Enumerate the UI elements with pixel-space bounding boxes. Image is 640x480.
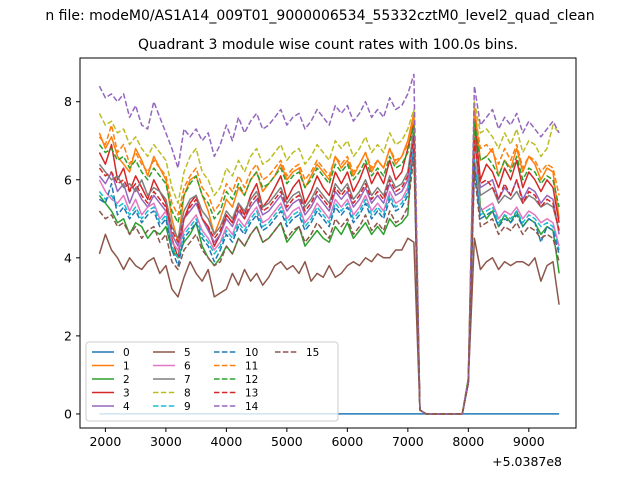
legend-label-8: 8 — [184, 388, 191, 400]
legend-label-4: 4 — [123, 401, 130, 413]
x-tick-label: 8000 — [452, 434, 484, 449]
series-line-12 — [98, 120, 560, 415]
legend-label-15: 15 — [306, 347, 319, 359]
legend-label-6: 6 — [184, 361, 191, 373]
legend-label-11: 11 — [245, 361, 258, 373]
y-tick-label: 6 — [64, 172, 72, 187]
series-line-11 — [98, 108, 560, 415]
x-offset-label: +5.0387e8 — [492, 454, 562, 469]
legend-label-9: 9 — [184, 401, 191, 413]
y-tick-label: 8 — [64, 94, 72, 109]
y-tick-label: 4 — [64, 250, 72, 265]
legend-label-5: 5 — [184, 347, 191, 359]
x-axis: 2000 3000 4000 5000 6000 7000 8000 9000 — [89, 428, 545, 449]
x-tick-label: 7000 — [392, 434, 424, 449]
series-line-14 — [98, 73, 560, 415]
legend-label-12: 12 — [245, 374, 258, 386]
legend-box — [85, 341, 339, 422]
x-tick-label: 4000 — [210, 434, 242, 449]
y-tick-label: 2 — [64, 328, 72, 343]
series-line-9 — [98, 143, 560, 415]
x-tick-label: 6000 — [331, 434, 363, 449]
x-tick-label: 5000 — [271, 434, 303, 449]
y-tick-label: 0 — [64, 406, 72, 421]
legend-label-3: 3 — [123, 388, 130, 400]
series-line-13 — [98, 136, 560, 415]
series-line-8 — [98, 100, 560, 415]
legend-label-0: 0 — [123, 347, 130, 359]
series-layer — [98, 73, 560, 415]
series-line-6 — [98, 139, 560, 415]
x-tick-label: 3000 — [150, 434, 182, 449]
series-line-10 — [98, 147, 560, 415]
y-axis: 0 2 4 6 8 — [64, 94, 80, 421]
legend-label-7: 7 — [184, 374, 191, 386]
x-tick-label: 9000 — [513, 434, 545, 449]
series-line-4 — [98, 132, 560, 415]
series-line-3 — [98, 116, 560, 415]
plot-frame — [79, 57, 577, 429]
series-line-5 — [98, 233, 560, 415]
legend-label-2: 2 — [123, 374, 130, 386]
x-tick-label: 2000 — [89, 434, 121, 449]
figure-suptitle: n file: modeM0/AS1A14_009T01_9000006534_… — [45, 8, 594, 24]
legend-label-1: 1 — [123, 361, 130, 373]
legend-label-13: 13 — [245, 388, 258, 400]
legend-label-10: 10 — [245, 347, 258, 359]
legend-label-14: 14 — [245, 401, 259, 413]
chart-title: Quadrant 3 module wise count rates with … — [138, 37, 518, 53]
series-line-7 — [98, 128, 560, 415]
series-line-15 — [98, 155, 560, 415]
